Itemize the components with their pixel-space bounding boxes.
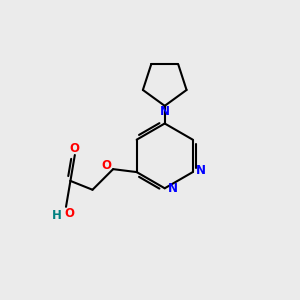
Text: N: N	[196, 164, 206, 177]
Text: N: N	[168, 182, 178, 195]
Text: N: N	[160, 105, 170, 118]
Text: O: O	[102, 159, 112, 172]
Text: H: H	[52, 209, 62, 222]
Text: O: O	[64, 207, 74, 220]
Text: O: O	[70, 142, 80, 155]
